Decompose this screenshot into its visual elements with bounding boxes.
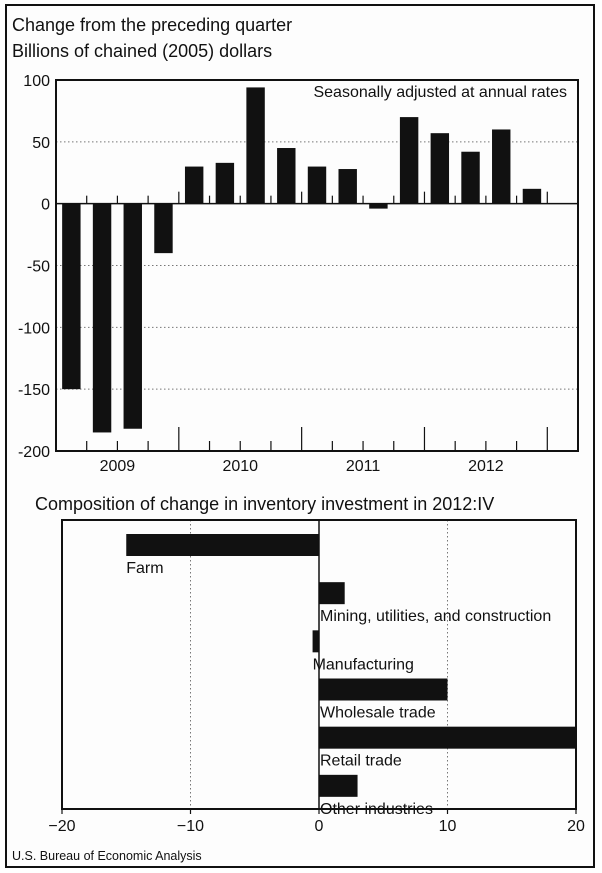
year-label: 2011 — [346, 458, 381, 475]
bottom-gridlines — [190, 520, 448, 809]
top-bar-chart: 100 50 0 -50 -100 -150 -200 2009 2010 2011 2012 S… — [18, 73, 579, 475]
quarter-bar — [430, 133, 450, 204]
category-bar — [319, 678, 448, 701]
category-bar — [319, 582, 345, 605]
quarter-bar — [369, 203, 388, 209]
y-tick-label: -50 — [27, 259, 50, 276]
quarter-bar — [492, 129, 511, 204]
x-tick-label: 10 — [439, 818, 457, 835]
category-label: Farm — [126, 560, 163, 577]
quarter-bar — [307, 166, 327, 204]
category-bar — [319, 726, 576, 749]
y-tick-label: -200 — [18, 444, 50, 461]
quarter-bar — [522, 188, 542, 204]
x-tick-label: 0 — [315, 818, 324, 835]
quarter-bar — [154, 203, 173, 254]
top-y-axis-ticks: 100 50 0 -50 -100 -150 -200 — [18, 73, 50, 461]
quarter-bar — [246, 87, 265, 204]
source-credit: U.S. Bureau of Economic Analysis — [12, 849, 202, 863]
quarter-bar — [92, 203, 112, 433]
bottom-bars — [126, 534, 576, 797]
quarter-bar — [461, 151, 480, 204]
category-label: Retail trade — [320, 753, 402, 770]
category-bar — [312, 630, 319, 653]
quarter-bar — [399, 117, 419, 204]
bottom-bar-chart: Farm Mining, utilities, and construction M… — [48, 519, 585, 835]
quarter-bar — [123, 203, 142, 429]
y-tick-label: 100 — [23, 73, 50, 90]
year-label: 2010 — [222, 458, 258, 475]
bottom-x-axis-ticks: −20 −10 0 10 20 — [48, 809, 585, 835]
chart-title: Change from the preceding quarter — [12, 15, 292, 35]
category-bar — [319, 774, 358, 797]
top-x-axis-ticks: 2009 2010 2011 2012 — [55, 191, 548, 475]
year-label: 2009 — [100, 458, 136, 475]
category-label: Manufacturing — [313, 656, 414, 673]
category-label: Wholesale trade — [320, 705, 436, 722]
quarter-bar — [62, 203, 81, 390]
top-gridlines — [56, 141, 578, 390]
top-plot-frame — [55, 79, 579, 452]
x-tick-label: −20 — [48, 818, 75, 835]
y-tick-label: 50 — [32, 135, 50, 152]
composition-chart-title: Composition of change in inventory inves… — [35, 494, 494, 514]
top-bars — [62, 87, 542, 433]
quarter-bar — [338, 169, 357, 204]
seasonal-adjustment-note: Seasonally adjusted at annual rates — [313, 84, 567, 101]
quarter-bar — [277, 148, 296, 204]
y-tick-label: 0 — [41, 197, 50, 214]
y-tick-label: -100 — [18, 320, 50, 337]
x-tick-label: 20 — [567, 818, 585, 835]
category-label: Mining, utilities, and construction — [320, 608, 551, 625]
year-label: 2012 — [468, 458, 504, 475]
category-bar — [126, 534, 319, 556]
y-tick-label: -150 — [18, 382, 50, 399]
quarter-bar — [215, 162, 235, 204]
quarter-bar — [184, 166, 204, 204]
x-tick-label: −10 — [177, 818, 204, 835]
chart-subtitle: Billions of chained (2005) dollars — [12, 41, 272, 61]
